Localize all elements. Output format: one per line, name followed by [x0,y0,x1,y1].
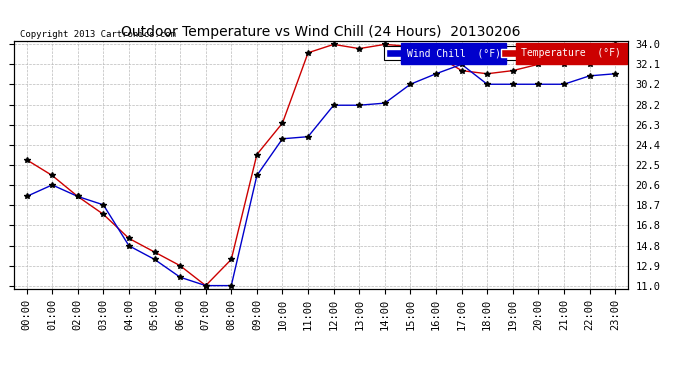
Text: Copyright 2013 Cartronics.com: Copyright 2013 Cartronics.com [20,30,176,39]
Legend: Wind Chill  (°F), Temperature  (°F): Wind Chill (°F), Temperature (°F) [384,46,623,60]
Title: Outdoor Temperature vs Wind Chill (24 Hours)  20130206: Outdoor Temperature vs Wind Chill (24 Ho… [121,25,520,39]
